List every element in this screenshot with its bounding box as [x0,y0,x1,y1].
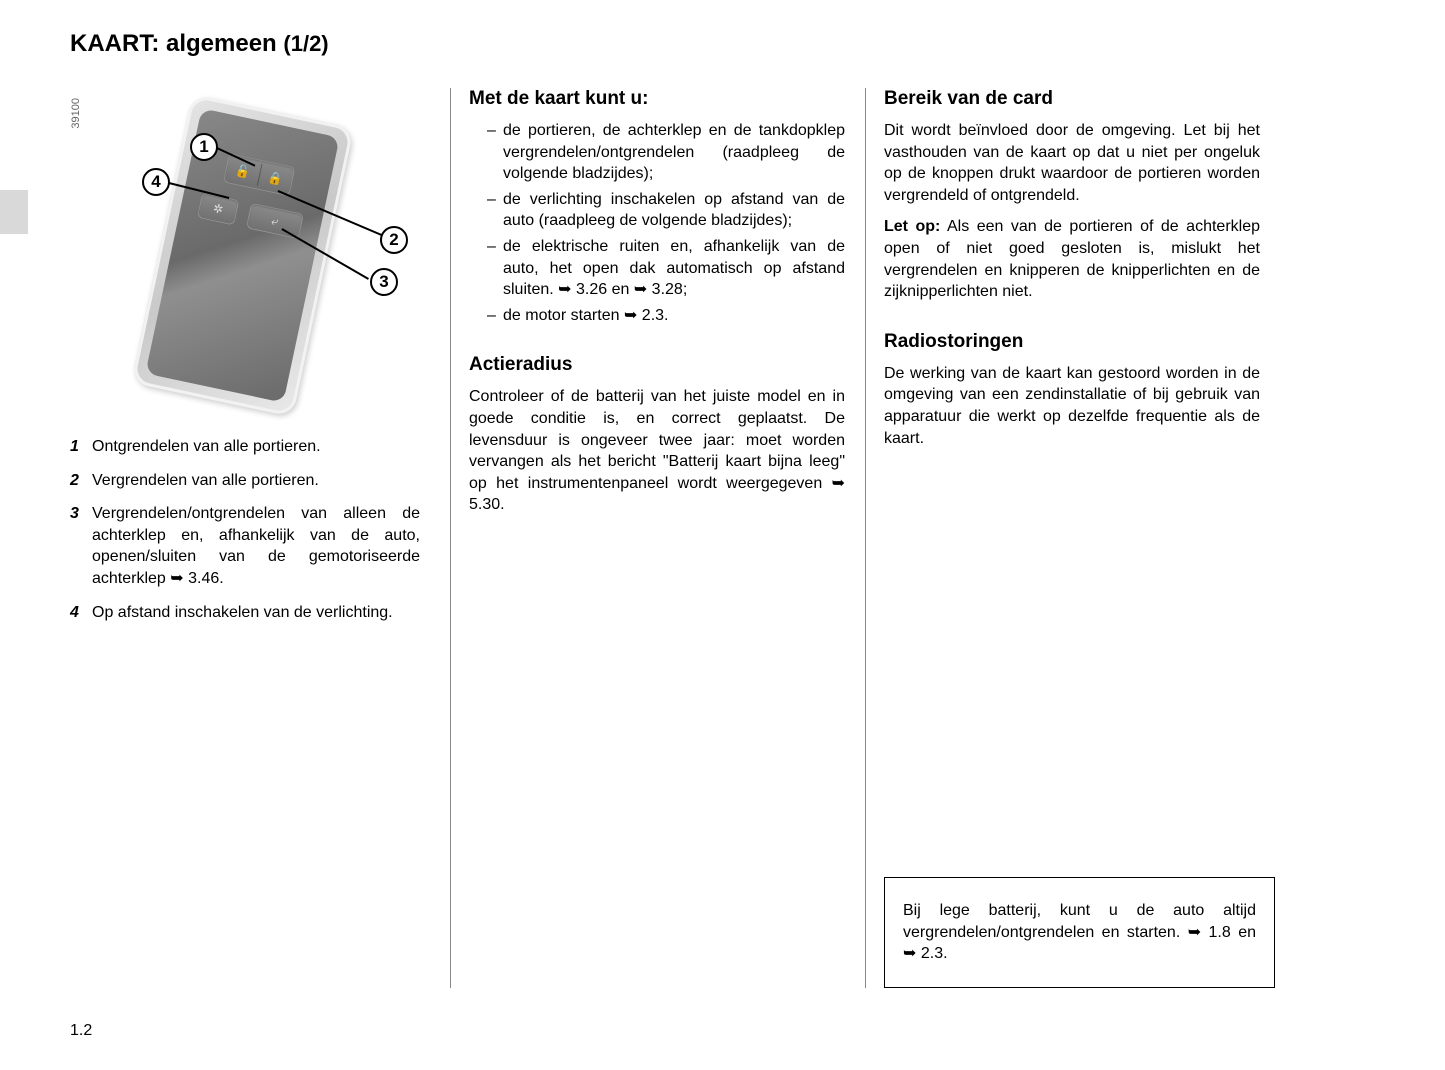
legend-item: 3 Vergrendelen/ontgrendelen van alleen d… [70,503,420,589]
callout-2: 2 [380,226,408,254]
legend-list: 1 Ontgrendelen van alle portieren. 2 Ver… [70,436,420,623]
legend-text: Vergrendelen van alle portieren. [92,470,420,492]
callout-3: 3 [370,268,398,296]
key-card-body: 🔓 🔒 ✲ ⤶ [131,94,354,417]
light-icon: ✲ [212,201,225,217]
list-item: de motor starten ➥ 2.3. [487,305,845,327]
illustration-code: 39100 [70,98,82,129]
key-card-face: 🔓 🔒 ✲ ⤶ [145,108,339,402]
heading-functions: Met de kaart kunt u: [469,88,845,110]
heading-card-range: Bereik van de card [884,88,1260,110]
list-item: de elektrische ruiten en, afhankelijk va… [487,236,845,301]
legend-item: 4 Op afstand inschakelen van de verlicht… [70,602,420,624]
legend-num: 1 [70,436,92,458]
column-left: 39100 🔓 🔒 ✲ ⤶ 1 4 2 [70,88,450,988]
battery-note-text: Bij lege batterij, kunt u de auto altijd… [903,902,1256,962]
battery-note-box: Bij lege batterij, kunt u de auto altijd… [884,877,1275,988]
column-right: Bereik van de card Dit wordt beïnvloed d… [865,88,1280,988]
legend-num: 3 [70,503,92,589]
legend-num: 2 [70,470,92,492]
range-paragraph: Controleer of de batterij van het juiste… [469,386,845,516]
title-suffix: (1/2) [283,31,328,56]
note-body: Als een van de portieren of de achterkle… [884,218,1260,300]
heading-radio: Radiostoringen [884,331,1260,353]
card-range-p1: Dit wordt beïnvloed door de omgeving. Le… [884,120,1260,206]
legend-text: Ontgrendelen van alle portieren. [92,436,420,458]
light-button: ✲ [197,192,240,225]
legend-text: Op afstand inschakelen van de verlichtin… [92,602,420,624]
page-number: 1.2 [70,1022,92,1040]
legend-text: Vergrendelen/ontgrendelen van alleen de … [92,503,420,589]
key-card-illustration: 39100 🔓 🔒 ✲ ⤶ 1 4 2 [70,88,420,418]
list-item: de verlichting inschakelen op afstand va… [487,189,845,232]
page-title: KAART: algemeen (1/2) [70,30,1375,58]
content-columns: 39100 🔓 🔒 ✲ ⤶ 1 4 2 [70,88,1375,988]
legend-num: 4 [70,602,92,624]
legend-item: 2 Vergrendelen van alle portieren. [70,470,420,492]
section-tab-mark [0,190,28,234]
callout-1: 1 [190,133,218,161]
note-lead: Let op: [884,218,940,235]
column-middle: Met de kaart kunt u: de portieren, de ac… [450,88,865,988]
functions-list: de portieren, de achterklep en de tankdo… [469,120,845,326]
radio-paragraph: De werking van de kaart kan gestoord wor… [884,363,1260,449]
lock-icon: 🔒 [267,170,285,187]
list-item: de portieren, de achterklep en de tankdo… [487,120,845,185]
trunk-icon: ⤶ [270,213,280,229]
lock-unlock-buttons: 🔓 🔒 [223,153,296,196]
legend-item: 1 Ontgrendelen van alle portieren. [70,436,420,458]
card-range-p2: Let op: Als een van de portieren of de a… [884,216,1260,302]
callout-4: 4 [142,168,170,196]
trunk-button: ⤶ [246,203,304,240]
title-main: KAART: algemeen [70,30,277,57]
heading-range: Actieradius [469,354,845,376]
unlock-icon: 🔓 [234,163,252,180]
